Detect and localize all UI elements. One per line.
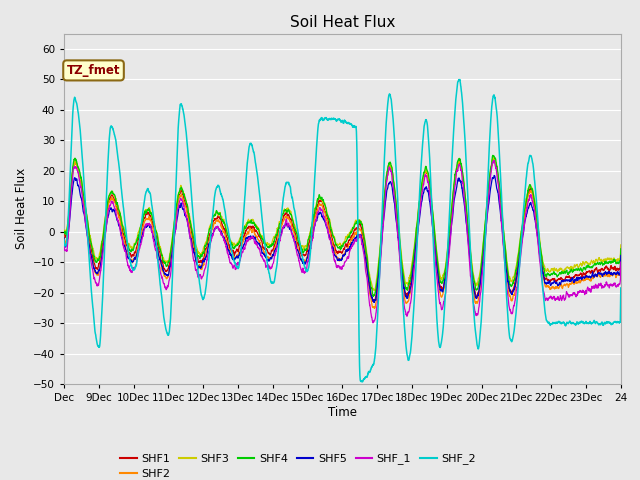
Title: Soil Heat Flux: Soil Heat Flux (290, 15, 395, 30)
Y-axis label: Soil Heat Flux: Soil Heat Flux (15, 168, 28, 250)
Text: TZ_fmet: TZ_fmet (67, 64, 120, 77)
X-axis label: Time: Time (328, 406, 357, 419)
Legend: SHF1, SHF2, SHF3, SHF4, SHF5, SHF_1, SHF_2: SHF1, SHF2, SHF3, SHF4, SHF5, SHF_1, SHF… (115, 449, 480, 480)
